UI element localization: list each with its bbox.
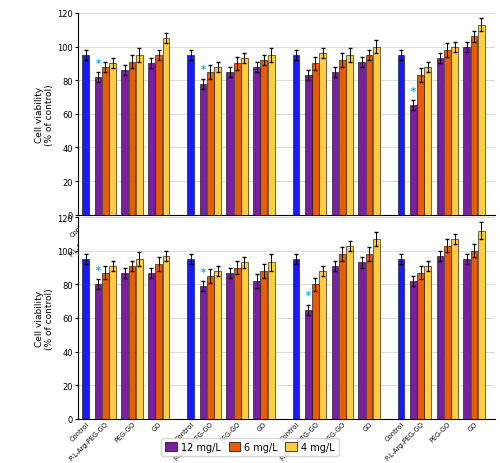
Bar xyxy=(320,54,326,215)
Bar xyxy=(339,255,345,419)
Bar xyxy=(122,71,128,215)
Bar xyxy=(312,64,319,215)
Bar xyxy=(292,260,300,419)
Text: MDA: MDA xyxy=(422,268,450,278)
Text: *: * xyxy=(411,87,416,97)
Bar xyxy=(156,265,162,419)
Text: *: * xyxy=(96,58,100,69)
Bar xyxy=(109,266,116,419)
Bar xyxy=(109,64,116,215)
Bar xyxy=(332,266,338,419)
Bar xyxy=(312,285,319,419)
Bar xyxy=(366,56,372,215)
Bar xyxy=(234,268,240,419)
Bar xyxy=(398,260,404,419)
Bar xyxy=(417,76,424,215)
Bar xyxy=(424,266,432,419)
Bar xyxy=(451,239,458,419)
Bar xyxy=(234,64,240,215)
Bar xyxy=(94,78,102,215)
Bar xyxy=(424,68,432,215)
Bar xyxy=(226,73,233,215)
Bar xyxy=(358,263,365,419)
Text: 24 h: 24 h xyxy=(108,268,134,278)
Y-axis label: Cell viability
(% of control): Cell viability (% of control) xyxy=(34,84,54,145)
Bar xyxy=(82,56,89,215)
Bar xyxy=(260,271,268,419)
Bar xyxy=(102,273,108,419)
Bar xyxy=(148,64,155,215)
Bar xyxy=(156,56,162,215)
Bar xyxy=(207,73,214,215)
Bar xyxy=(200,84,206,215)
Bar xyxy=(102,68,108,215)
Bar xyxy=(478,231,485,419)
Bar xyxy=(398,56,404,215)
Bar xyxy=(444,51,450,215)
Text: 48 h: 48 h xyxy=(212,268,238,278)
Bar xyxy=(346,246,353,419)
Bar xyxy=(188,56,194,215)
Bar xyxy=(188,260,194,419)
Bar xyxy=(339,61,345,215)
Bar xyxy=(470,251,478,419)
Bar xyxy=(82,260,89,419)
Text: *: * xyxy=(200,65,205,75)
Bar xyxy=(346,56,353,215)
Bar xyxy=(464,260,470,419)
Bar xyxy=(253,282,260,419)
Bar xyxy=(128,63,136,215)
Bar xyxy=(253,68,260,215)
Bar xyxy=(122,273,128,419)
Bar xyxy=(436,59,444,215)
Text: *: * xyxy=(96,266,100,275)
Bar xyxy=(214,68,221,215)
Bar xyxy=(444,246,450,419)
Bar xyxy=(94,285,102,419)
Bar xyxy=(241,59,248,215)
Text: 72 h: 72 h xyxy=(318,268,344,278)
Bar xyxy=(260,61,268,215)
Text: *: * xyxy=(306,291,310,300)
Bar xyxy=(241,263,248,419)
Bar xyxy=(332,73,338,215)
Bar xyxy=(128,266,136,419)
Bar xyxy=(148,273,155,419)
Bar xyxy=(207,276,214,419)
Bar xyxy=(358,63,365,215)
Bar xyxy=(366,255,372,419)
Bar xyxy=(410,106,416,215)
Bar xyxy=(478,25,485,215)
Bar xyxy=(304,310,312,419)
Text: *: * xyxy=(200,267,205,277)
Y-axis label: Cell viability
(% of control): Cell viability (% of control) xyxy=(34,288,54,349)
Bar xyxy=(268,56,274,215)
Bar xyxy=(162,256,170,419)
Bar xyxy=(436,256,444,419)
Bar xyxy=(464,47,470,215)
Bar xyxy=(292,56,300,215)
Bar xyxy=(268,263,274,419)
Legend: 12 mg/L, 6 mg/L, 4 mg/L: 12 mg/L, 6 mg/L, 4 mg/L xyxy=(162,438,338,456)
Bar xyxy=(470,38,478,215)
Bar xyxy=(136,260,142,419)
Bar xyxy=(214,271,221,419)
Bar xyxy=(451,47,458,215)
Bar xyxy=(410,282,416,419)
Bar xyxy=(304,76,312,215)
Bar xyxy=(373,239,380,419)
Bar xyxy=(200,287,206,419)
Bar xyxy=(320,271,326,419)
Bar xyxy=(162,39,170,215)
Bar xyxy=(417,273,424,419)
Bar xyxy=(373,47,380,215)
Bar xyxy=(136,56,142,215)
Bar xyxy=(226,273,233,419)
